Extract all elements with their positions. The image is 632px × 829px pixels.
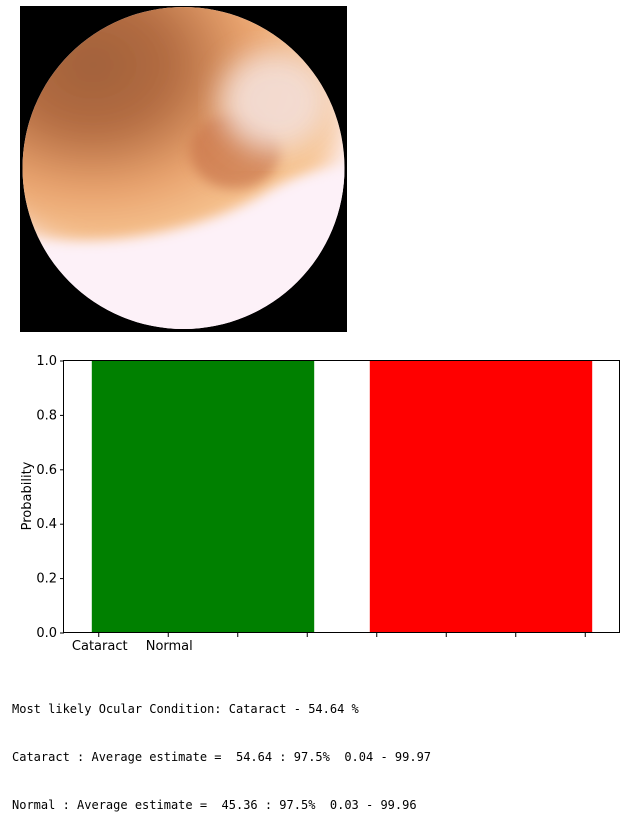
y-axis: 0.0 0.2 0.4 0.6 0.8 1.0 [36,354,64,641]
bar-cataract [91,361,315,633]
x-axis: Cataract Normal [72,633,586,654]
y-tick-label: 0.2 [36,572,57,587]
normal-estimate-line: Normal : Average estimate = 45.36 : 97.5… [12,798,417,812]
x-tick-label-cataract: Cataract [72,639,128,654]
y-tick-label: 0.0 [36,626,57,641]
fundus-image-svg [20,6,347,332]
most-likely-line: Most likely Ocular Condition: Cataract -… [12,702,359,716]
x-tick-label-normal: Normal [146,639,193,654]
prediction-output: Most likely Ocular Condition: Cataract -… [12,669,431,829]
plot-frame [63,360,620,633]
bars-group [91,361,593,633]
cataract-estimate-line: Cataract : Average estimate = 54.64 : 97… [12,750,432,764]
y-tick-label: 0.8 [36,408,57,423]
y-tick-label: 0.4 [36,517,57,532]
y-tick-label: 1.0 [36,354,57,369]
probability-bar-chart: 0.0 0.2 0.4 0.6 0.8 1.0 Cataract Normal Probab… [20,354,620,654]
fundus-image [20,6,347,332]
bar-normal [369,361,593,633]
y-tick-label: 0.6 [36,463,57,478]
y-axis-label: Probability [20,461,35,530]
